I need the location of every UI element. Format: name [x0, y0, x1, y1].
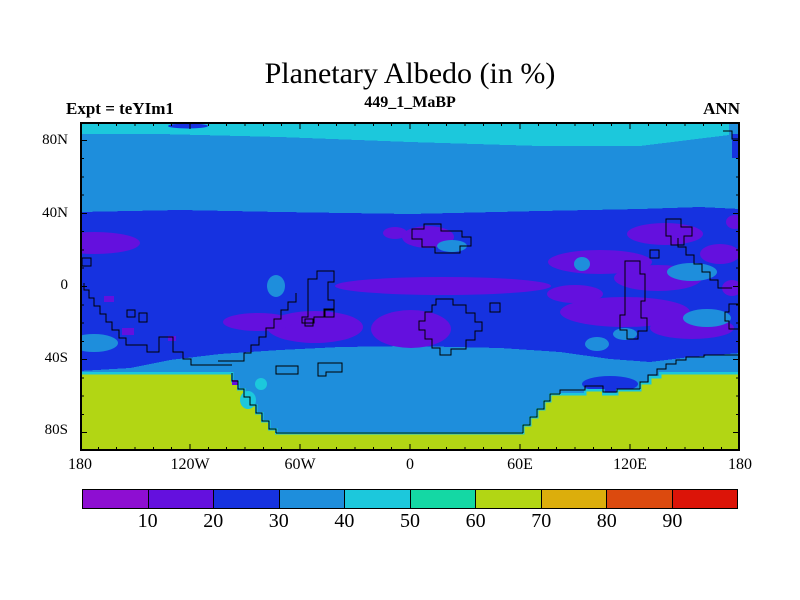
colorbar-tick-label: 80: [596, 510, 617, 532]
colorbar-segment: [213, 490, 279, 508]
colorbar-segment: [606, 490, 672, 508]
colorbar-segment: [409, 490, 475, 508]
colorbar-tick-label: 40: [334, 510, 355, 532]
bay-cyan-patch: [240, 391, 256, 409]
field-streak: [168, 123, 208, 129]
x-tick-label: 60W: [284, 456, 316, 473]
title-block: Planetary Albedo (in %) 449_1_MaBP: [80, 0, 740, 112]
field-antarctica-60-70: [80, 373, 740, 451]
x-tick-label: 180: [728, 456, 752, 473]
field-arctic-40-50: [80, 122, 729, 146]
field-mid-albedo-spots: [80, 240, 731, 352]
colorbar-segment: [540, 490, 606, 508]
colorbar-tick-label: 50: [400, 510, 420, 532]
x-tick-label: 0: [406, 456, 414, 473]
colorbar-tick-label: 20: [203, 510, 224, 532]
colorbar-tick-label: 10: [137, 510, 158, 532]
y-tick-label: 80S: [44, 422, 68, 438]
plot-title: Planetary Albedo (in %): [264, 57, 556, 90]
y-axis-labels: 80N 40N 0 40S 80S: [0, 0, 68, 600]
experiment-label: Expt = teYIm1: [66, 99, 174, 118]
y-tick-label: 0: [60, 277, 69, 293]
field-north-30-40: [80, 122, 740, 214]
colorbar-segment: [475, 490, 541, 508]
y-tick-label: 80N: [42, 132, 68, 148]
y-tick-label: 40N: [42, 204, 68, 221]
colorbar-segment: [147, 490, 213, 508]
colorbar-tick-label: 60: [465, 510, 486, 532]
colorbar-tick-label: 30: [268, 510, 289, 532]
x-tick-label: 120E: [613, 456, 647, 473]
colorbar-segment: [344, 490, 410, 508]
colorbar-segment: [278, 490, 344, 508]
albedo-map: [80, 122, 740, 451]
plot-subtitle: 449_1_MaBP: [364, 94, 456, 111]
map-border: [80, 122, 740, 451]
colorbar-tick-label: 70: [531, 510, 552, 532]
x-tick-label: 180: [68, 456, 92, 473]
colorbar-tick-label: 90: [662, 510, 683, 532]
field-notch: [732, 134, 740, 158]
colorbar: [82, 489, 738, 509]
season-label: ANN: [703, 99, 740, 118]
colorbar-segment: [83, 490, 148, 508]
y-tick-label: 40S: [44, 349, 68, 366]
x-tick-label: 60E: [507, 456, 533, 473]
bay-cyan-patch: [255, 378, 267, 390]
coastline-contours: [81, 130, 740, 434]
x-tick-label: 120W: [170, 456, 210, 473]
colorbar-segment: [671, 490, 737, 508]
field-south-dip: [582, 376, 638, 392]
